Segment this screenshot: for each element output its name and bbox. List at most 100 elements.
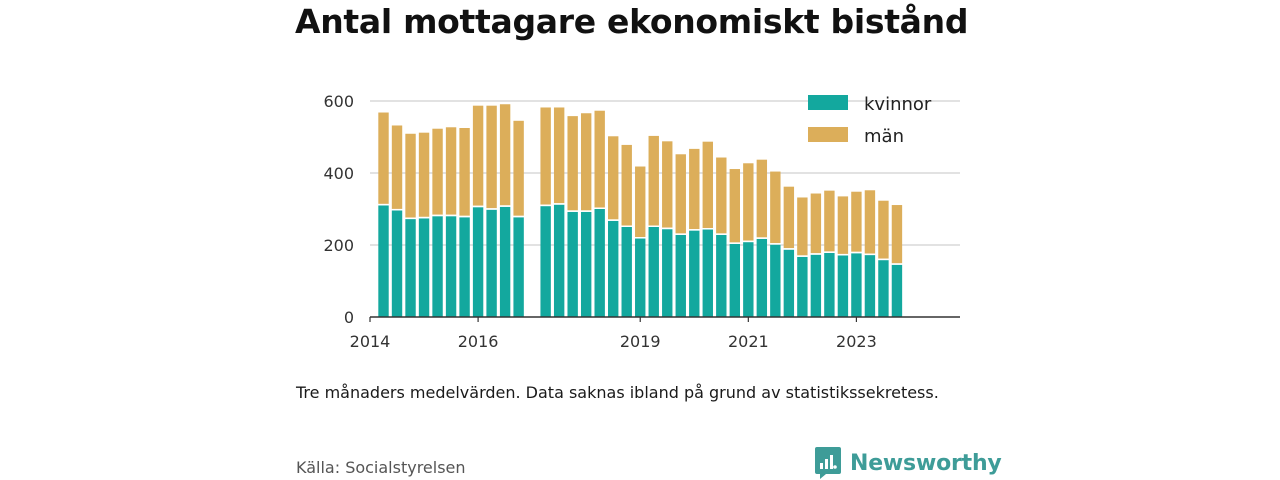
bar-kvinnor [864, 255, 876, 317]
bar-man [540, 107, 551, 205]
bar-separator [445, 214, 457, 217]
bar-separator [837, 253, 849, 256]
bar-kvinnor [770, 244, 781, 317]
chart-title: Antal mottagare ekonomiskt bistånd [295, 2, 969, 41]
bar-man [878, 200, 889, 259]
bar-man [689, 148, 700, 230]
bar-kvinnor [391, 210, 403, 317]
bar-man [418, 132, 430, 217]
bar-separator [513, 215, 524, 218]
bar-kvinnor [783, 249, 795, 317]
bar-kvinnor [499, 206, 511, 317]
bar-separator [418, 216, 430, 219]
bar-kvinnor [405, 219, 416, 317]
legend: kvinnor män [808, 94, 932, 147]
bar-man [459, 128, 470, 216]
bar-separator [567, 210, 578, 212]
bar-separator [648, 225, 659, 227]
bar-man [824, 190, 835, 252]
bar-kvinnor [662, 229, 673, 317]
bar-separator [391, 208, 403, 211]
bar-man [405, 133, 416, 218]
bar-separator [594, 207, 605, 209]
bar-man [810, 193, 822, 254]
legend-swatch-man [808, 127, 848, 142]
bar-separator [662, 227, 673, 230]
bar-separator [675, 233, 686, 235]
bar-man [702, 141, 713, 229]
bar-man [837, 196, 849, 254]
bar-kvinnor [810, 254, 822, 317]
bar-man [756, 159, 768, 238]
brand-name: Newsworthy [850, 450, 1002, 476]
bar-man [472, 105, 484, 206]
bar-kvinnor [540, 206, 551, 317]
bar-man [797, 197, 808, 256]
bar-separator [499, 205, 511, 207]
bar-man [391, 125, 403, 209]
bar-man [770, 171, 781, 244]
y-tick-label: 600 [323, 92, 354, 111]
bar-kvinnor [756, 238, 768, 317]
bar-kvinnor [621, 227, 632, 317]
bar-kvinnor [513, 217, 524, 317]
bar-kvinnor [851, 253, 862, 317]
bar-kvinnor [702, 229, 713, 317]
bar-man [513, 120, 524, 216]
bar-kvinnor [648, 227, 659, 317]
bar-kvinnor [418, 218, 430, 317]
bar-kvinnor [716, 234, 727, 317]
bar-kvinnor [378, 205, 389, 317]
bar-man [864, 190, 876, 254]
y-tick-label: 0 [344, 308, 354, 327]
bar-man [445, 127, 457, 215]
bar-kvinnor [743, 242, 754, 317]
y-tick-label: 200 [323, 236, 354, 255]
bar-separator [783, 248, 795, 250]
newsworthy-logo[interactable]: Newsworthy [814, 446, 1002, 480]
bar-man [662, 141, 673, 228]
bar-kvinnor [445, 216, 457, 317]
bar-man [432, 128, 443, 215]
bar-kvinnor [594, 209, 605, 317]
bar-kvinnor [580, 211, 592, 317]
bar-separator [743, 240, 754, 243]
x-tick-label: 2014 [350, 332, 391, 351]
bar-man [783, 186, 795, 249]
bar-separator [864, 253, 876, 256]
bar-man [635, 166, 646, 238]
bar-man [621, 144, 632, 226]
bar-separator [689, 229, 700, 231]
bar-kvinnor [689, 230, 700, 317]
bar-kvinnor [729, 243, 741, 317]
bar-man [648, 135, 659, 226]
bar-kvinnor [837, 255, 849, 317]
bar-separator [635, 237, 646, 239]
bar-man [891, 205, 903, 264]
bar-separator [851, 251, 862, 254]
bar-kvinnor [567, 211, 578, 317]
bar-man [851, 191, 862, 252]
bar-man [553, 107, 565, 204]
bar-kvinnor [878, 260, 889, 317]
bar-kvinnor [635, 238, 646, 317]
bar-separator [580, 210, 592, 212]
bar-separator [486, 208, 497, 210]
bar-kvinnor [824, 252, 835, 317]
stacked-bar-chart: 0 200 400 600 2014 2016 2019 2021 2023 kvinnor mä… [323, 92, 960, 351]
bar-separator [824, 251, 835, 253]
bar-kvinnor [486, 209, 497, 317]
bar-kvinnor [797, 256, 808, 317]
source-credit: Källa: Socialstyrelsen [296, 458, 466, 477]
bar-separator [878, 258, 889, 261]
bar-separator [891, 263, 903, 265]
bar-separator [716, 233, 727, 235]
bar-chart-bubble-icon [815, 447, 841, 479]
bar-separator [702, 228, 713, 230]
legend-label-kvinnor: kvinnor [864, 94, 932, 115]
bar-separator [472, 205, 484, 208]
legend-label-man: män [864, 126, 904, 147]
bar-separator [378, 203, 389, 206]
x-tick-label: 2021 [728, 332, 769, 351]
bar-separator [405, 217, 416, 220]
